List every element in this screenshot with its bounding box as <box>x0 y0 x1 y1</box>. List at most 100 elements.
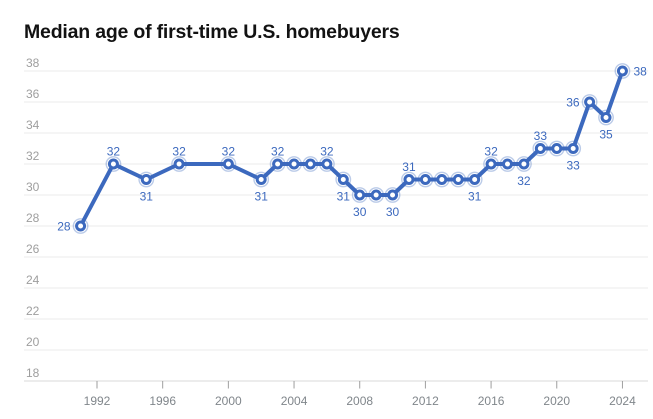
y-axis-label: 28 <box>26 211 40 225</box>
data-point-2004[interactable] <box>288 158 300 170</box>
point-halo <box>483 156 499 172</box>
point-label-2015: 31 <box>468 190 482 204</box>
point-label-2002: 31 <box>255 190 269 204</box>
data-point-2009[interactable] <box>370 189 382 201</box>
data-point-2017[interactable] <box>502 158 513 170</box>
y-axis-label: 22 <box>26 304 40 318</box>
point-label-2003: 32 <box>271 145 285 159</box>
y-axis-label: 30 <box>26 180 40 194</box>
point-halo <box>433 171 450 188</box>
point-halo <box>351 187 368 203</box>
data-point-2020[interactable] <box>551 143 563 154</box>
data-point-2016[interactable] <box>485 158 497 170</box>
point-label-2010: 30 <box>386 205 400 219</box>
data-point-2023[interactable] <box>600 112 612 123</box>
data-point-2013[interactable] <box>436 174 448 185</box>
y-axis-label: 18 <box>26 366 40 380</box>
point-label-2011: 31 <box>402 160 416 174</box>
point-halo <box>335 171 352 188</box>
point-halo <box>548 140 565 157</box>
point-halo <box>220 156 237 172</box>
point-halo <box>598 109 614 126</box>
point-label-1997: 32 <box>172 145 186 159</box>
x-axis-label: 2016 <box>478 394 505 408</box>
point-halo <box>368 187 385 203</box>
point-halo <box>401 171 417 188</box>
data-point-2024[interactable] <box>616 65 628 77</box>
point-label-1993: 32 <box>107 145 121 159</box>
data-point-2003[interactable] <box>272 158 284 170</box>
point-halo <box>269 156 286 172</box>
point-halo <box>499 156 516 172</box>
point-label-1991: 28 <box>57 220 71 234</box>
data-point-2015[interactable] <box>469 174 481 185</box>
data-line <box>78 69 625 228</box>
point-halo <box>384 187 401 203</box>
point-halo <box>614 63 631 79</box>
point-halo <box>253 171 270 188</box>
data-point-2008[interactable] <box>354 189 366 201</box>
point-halo <box>450 171 467 188</box>
data-point-2000[interactable] <box>222 158 234 170</box>
y-axis-label: 20 <box>26 335 40 349</box>
data-point-2005[interactable] <box>304 158 316 170</box>
data-point-2002[interactable] <box>255 174 267 185</box>
point-label-2022: 36 <box>566 96 580 110</box>
x-axis-label: 2000 <box>215 394 242 408</box>
point-label-2024: 38 <box>633 65 647 79</box>
point-halo <box>72 218 89 234</box>
point-halo <box>417 171 434 188</box>
point-halo <box>138 171 155 188</box>
data-point-2006[interactable] <box>321 158 333 170</box>
point-halo <box>466 171 483 188</box>
data-point-1997[interactable] <box>173 158 185 170</box>
point-halo <box>171 156 188 172</box>
x-axis-label: 2024 <box>609 394 636 408</box>
y-axis-label: 24 <box>26 273 40 287</box>
data-point-2022[interactable] <box>584 96 596 108</box>
data-point-2007[interactable] <box>337 174 349 185</box>
x-axis-label: 1992 <box>84 394 111 408</box>
x-axis-label: 2020 <box>543 394 570 408</box>
x-axis-label: 2012 <box>412 394 439 408</box>
point-label-2023: 35 <box>599 128 613 142</box>
data-point-1995[interactable] <box>140 174 152 185</box>
point-halo <box>286 156 302 172</box>
point-halo <box>565 140 582 157</box>
y-axis-label: 36 <box>26 87 40 101</box>
data-point-2021[interactable] <box>567 143 579 154</box>
point-label-2021: 33 <box>567 159 581 173</box>
point-halo <box>318 156 335 172</box>
point-halo <box>516 156 532 172</box>
x-axis-label: 1996 <box>149 394 176 408</box>
y-axis-label: 26 <box>26 242 40 256</box>
data-point-2018[interactable] <box>518 158 530 170</box>
data-point-2010[interactable] <box>387 189 399 201</box>
data-point-1991[interactable] <box>75 220 87 232</box>
x-axis-label: 2008 <box>346 394 373 408</box>
point-label-2000: 32 <box>222 145 236 159</box>
data-point-2019[interactable] <box>534 143 546 154</box>
y-axis-label: 38 <box>26 56 40 70</box>
y-axis-label: 34 <box>26 118 40 132</box>
point-halo <box>532 140 549 157</box>
point-label-2016: 32 <box>484 145 498 159</box>
data-point-2014[interactable] <box>452 174 464 185</box>
y-axis-label: 32 <box>26 149 40 163</box>
point-label-1995: 31 <box>140 190 154 204</box>
x-axis-label: 2004 <box>281 394 308 408</box>
point-label-2018: 32 <box>517 174 531 188</box>
point-halo <box>105 156 122 172</box>
point-halo <box>302 156 319 172</box>
chart-title: Median age of first-time U.S. homebuyers <box>24 21 400 43</box>
data-point-2012[interactable] <box>419 174 431 185</box>
data-point-1993[interactable] <box>107 158 119 170</box>
point-label-2007: 31 <box>337 190 351 204</box>
data-point-2011[interactable] <box>403 174 415 185</box>
point-halo <box>581 94 598 110</box>
point-label-2008: 30 <box>353 205 367 219</box>
point-label-2006: 32 <box>320 145 334 159</box>
point-label-2019: 33 <box>534 129 548 143</box>
